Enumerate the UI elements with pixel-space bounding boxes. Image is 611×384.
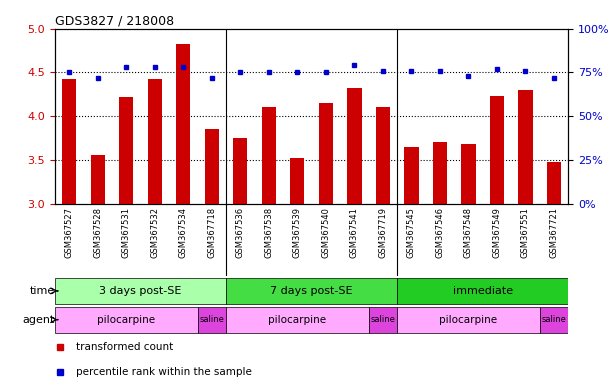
Bar — [376, 108, 390, 204]
Text: 7 days post-SE: 7 days post-SE — [270, 286, 353, 296]
Text: GSM367548: GSM367548 — [464, 207, 473, 258]
Bar — [226, 307, 368, 333]
Bar — [119, 97, 133, 204]
Text: GSM367538: GSM367538 — [265, 207, 273, 258]
Text: saline: saline — [370, 315, 395, 324]
Text: GDS3827 / 218008: GDS3827 / 218008 — [55, 15, 174, 28]
Text: GSM367539: GSM367539 — [293, 207, 302, 258]
Text: time: time — [30, 286, 55, 296]
Bar — [547, 162, 561, 204]
Bar — [62, 79, 76, 204]
Bar — [55, 307, 197, 333]
Text: GSM367545: GSM367545 — [407, 207, 416, 258]
Bar — [262, 108, 276, 204]
Text: GSM367534: GSM367534 — [179, 207, 188, 258]
Bar — [319, 103, 333, 204]
Bar — [197, 307, 226, 333]
Text: pilocarpine: pilocarpine — [439, 314, 497, 325]
Bar — [148, 79, 162, 204]
Text: pilocarpine: pilocarpine — [268, 314, 326, 325]
Text: GSM367536: GSM367536 — [236, 207, 245, 258]
Bar — [233, 138, 247, 204]
Text: GSM367531: GSM367531 — [122, 207, 131, 258]
Bar — [540, 307, 568, 333]
Bar — [90, 156, 105, 204]
Bar — [290, 158, 304, 204]
Text: immediate: immediate — [453, 286, 513, 296]
Text: GSM367721: GSM367721 — [549, 207, 558, 258]
Bar — [397, 307, 540, 333]
Text: GSM367528: GSM367528 — [93, 207, 102, 258]
Bar — [368, 307, 397, 333]
Text: 3 days post-SE: 3 days post-SE — [100, 286, 181, 296]
Text: agent: agent — [23, 314, 55, 325]
Bar — [397, 278, 568, 304]
Text: transformed count: transformed count — [76, 341, 173, 352]
Bar — [404, 147, 419, 204]
Text: GSM367551: GSM367551 — [521, 207, 530, 258]
Text: GSM367541: GSM367541 — [350, 207, 359, 258]
Bar — [347, 88, 362, 204]
Text: saline: saline — [541, 315, 566, 324]
Text: GSM367546: GSM367546 — [436, 207, 444, 258]
Text: pilocarpine: pilocarpine — [97, 314, 155, 325]
Bar — [461, 144, 475, 204]
Text: GSM367532: GSM367532 — [150, 207, 159, 258]
Bar — [55, 278, 226, 304]
Bar — [433, 142, 447, 204]
Text: GSM367527: GSM367527 — [65, 207, 74, 258]
Bar — [205, 129, 219, 204]
Text: GSM367540: GSM367540 — [321, 207, 331, 258]
Text: GSM367718: GSM367718 — [207, 207, 216, 258]
Bar — [176, 44, 191, 204]
Bar — [226, 278, 397, 304]
Bar — [518, 90, 533, 204]
Text: saline: saline — [199, 315, 224, 324]
Bar — [490, 96, 504, 204]
Text: GSM367719: GSM367719 — [378, 207, 387, 258]
Text: GSM367549: GSM367549 — [492, 207, 502, 258]
Text: percentile rank within the sample: percentile rank within the sample — [76, 366, 251, 377]
